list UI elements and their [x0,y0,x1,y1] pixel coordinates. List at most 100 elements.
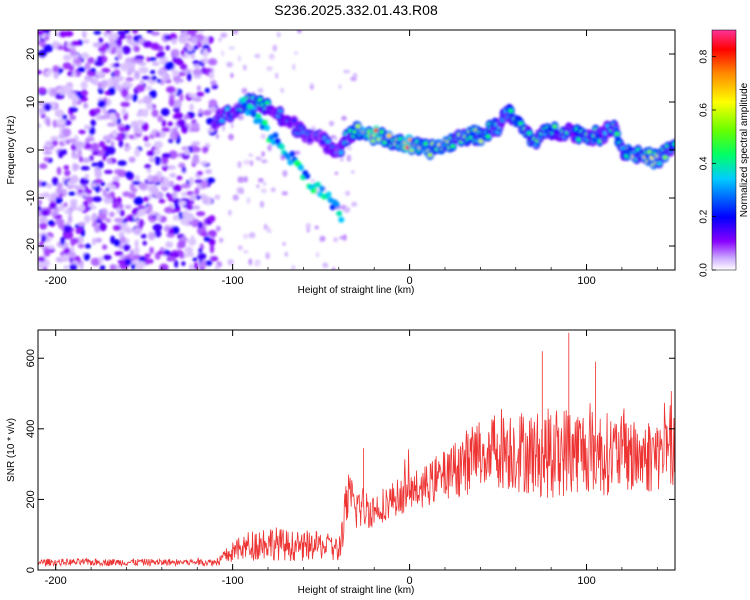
spectrogram-noise-blob [43,157,50,162]
spectrogram-x-label: Height of straight line (km) [298,285,415,296]
spectrogram-noise-blob [188,93,197,98]
spectrogram-noise-blob [98,212,107,221]
spectrogram-faint-blob [232,30,239,35]
spectrogram-noise-blob [106,158,113,165]
spectrogram-faint-blob [262,182,267,186]
spectrogram-faint-blob [282,170,288,177]
spectrogram-noise-blob [112,202,119,209]
spectrogram-faint-blob [284,252,288,257]
spectrogram-noise-blob [148,156,155,163]
spectrogram-noise-blob [101,79,108,88]
spectrogram-noise-blob [169,131,175,140]
spectrogram-noise-blob [77,66,86,73]
spectrogram-faint-blob [351,201,358,207]
spectrogram-noise-blob [63,54,72,61]
spectrogram-noise-blob [154,230,162,238]
spectrogram-noise-blob [168,150,178,160]
spectrogram-faint-blob [228,133,234,141]
spectrogram-noise-blob [141,75,150,80]
spectrogram-noise-blob [192,68,203,76]
spectrogram-noise-blob [123,258,132,266]
spectrogram-faint-blob [276,32,281,38]
spectrogram-noise-blob [118,139,124,148]
spectrogram-noise-blob [77,222,86,227]
spectrogram-faint-blob [220,32,228,38]
spectrogram-track-point [662,155,668,160]
spectrogram-noise-blob [133,227,142,235]
spectrogram-faint-blob [248,258,253,266]
spectrogram-branch-point [255,113,262,120]
colorbar-label: Normalized spectral amplitude [739,82,750,217]
spectrogram-noise-blob [153,141,163,149]
spectrogram-branch-point [334,201,340,208]
spectrogram-track-point [338,150,344,155]
spectrogram-noise-blob [41,30,51,33]
spectrogram-noise-blob [174,113,182,118]
spectrogram-noise-blob [103,169,113,174]
spectrogram-noise-blob [192,60,199,65]
spectrogram-faint-blob [270,187,276,193]
spectrogram-noise-blob [111,129,118,138]
spectrogram-noise-blob [145,86,153,91]
spectrogram-y-tick-label: -10 [25,190,37,206]
spectrogram-noise-blob [38,256,45,263]
spectrogram-faint-blob [305,222,311,230]
spectrogram-noise-blob [142,40,153,48]
spectrogram-noise-blob [89,182,98,188]
spectrogram-noise-blob [200,161,208,166]
spectrogram-noise-blob [184,147,190,156]
spectrogram-noise-blob [94,169,103,179]
spectrogram-branch-point [287,159,294,166]
spectrogram-noise-blob [172,191,178,200]
snr-x-tick-label: 0 [407,575,413,587]
spectrogram-faint-blob [227,259,234,266]
spectrogram-noise-blob [111,78,120,84]
spectrogram-noise-blob [90,119,97,127]
spectrogram-faint-blob [230,72,234,79]
spectrogram-noise-blob [96,55,103,65]
spectrogram-faint-blob [292,63,296,71]
spectrogram-noise-blob [71,71,77,78]
spectrogram-faint-blob [282,242,286,246]
spectrogram-noise-blob [106,122,117,127]
spectrogram-track-point [485,134,491,139]
spectrogram-noise-blob [50,87,58,96]
colorbar: 0.0 0.2 0.4 0.6 0.8 Normalized spectral ampl… [699,29,750,277]
spectrogram-noise-blob [210,80,217,86]
spectrogram-noise-blob [119,209,125,217]
spectrogram-faint-blob [260,188,267,194]
spectrogram-faint-blob [248,153,254,157]
spectrogram-noise-blob [208,215,216,223]
spectrogram-noise-blob [151,75,157,81]
spectrogram-noise-blob [85,137,95,142]
spectrogram-faint-blob [297,30,302,34]
spectrogram-faint-blob [333,237,338,243]
spectrogram-noise-blob [102,155,107,161]
spectrogram-noise-blob [179,250,185,259]
spectrogram-noise-blob [67,214,73,224]
spectrogram-noise-blob [186,30,196,35]
spectrogram-track-point [620,145,626,151]
spectrogram-noise-blob [197,221,203,229]
spectrogram-branch-point [310,187,317,194]
spectrogram-faint-blob [228,46,235,50]
spectrogram-noise-blob [92,77,99,86]
spectrogram-faint-blob [280,87,285,93]
spectrogram-track-point [526,131,532,136]
spectrogram-noise-blob [83,124,91,130]
spectrogram-noise-blob [149,246,155,254]
spectrogram-track-point [508,108,514,114]
spectrogram-faint-blob [268,53,275,60]
spectrogram-noise-blob [128,134,135,140]
spectrogram-noise-blob [47,220,55,226]
spectrogram-noise-blob [172,48,180,58]
spectrogram-noise-blob [139,219,144,228]
spectrogram-noise-blob [143,196,150,202]
spectrogram-noise-blob [124,145,132,150]
spectrogram-noise-blob [142,240,147,246]
spectrogram-noise-blob [192,146,201,153]
spectrogram-noise-blob [67,251,76,260]
spectrogram-noise-blob [157,51,166,58]
spectrogram-noise-blob [139,79,145,85]
spectrogram-noise-blob [78,204,85,211]
